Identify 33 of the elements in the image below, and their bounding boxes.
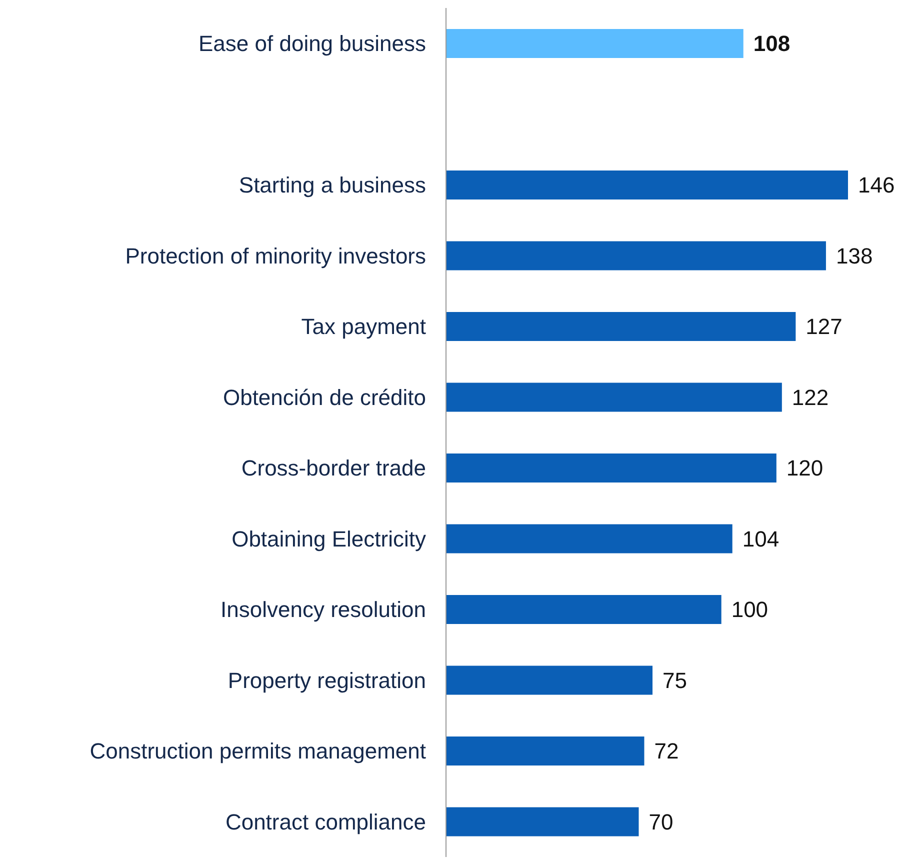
bar <box>446 382 782 412</box>
data-label: 127 <box>806 314 842 340</box>
y-tick-label: Starting a business <box>238 172 426 198</box>
data-label: 75 <box>662 668 687 693</box>
data-label: 104 <box>742 526 780 552</box>
data-label: 100 <box>731 597 768 622</box>
y-tick-label: Tax payment <box>301 314 426 340</box>
y-tick-label: Contract compliance <box>225 809 426 834</box>
y-tick-label: Insolvency resolution <box>220 597 426 622</box>
y-tick-label: Cross-border trade <box>241 456 426 481</box>
y-tick-label: Property registration <box>228 668 426 693</box>
bar <box>446 241 826 270</box>
bar <box>446 454 776 482</box>
bar <box>446 666 653 695</box>
bar <box>446 807 639 836</box>
data-label: 146 <box>858 172 895 198</box>
y-tick-label: Obtaining Electricity <box>232 526 426 552</box>
data-label: 72 <box>654 738 679 764</box>
bar <box>446 595 722 624</box>
y-tick-label: Obtención de crédito <box>222 384 426 410</box>
y-tick-label: Construction permits management <box>90 738 426 764</box>
bar <box>446 736 644 766</box>
bar <box>446 524 732 554</box>
data-label: 70 <box>648 809 674 834</box>
bar <box>446 312 796 341</box>
y-tick-label: Protection of minority investors <box>125 243 426 268</box>
data-label: 138 <box>836 243 873 268</box>
y-tick-label: Ease of doing business <box>198 31 426 56</box>
data-label: 122 <box>792 384 829 410</box>
bar <box>446 170 848 200</box>
bar <box>446 29 744 58</box>
data-label: 108 <box>753 31 790 56</box>
data-label: 120 <box>786 456 824 481</box>
